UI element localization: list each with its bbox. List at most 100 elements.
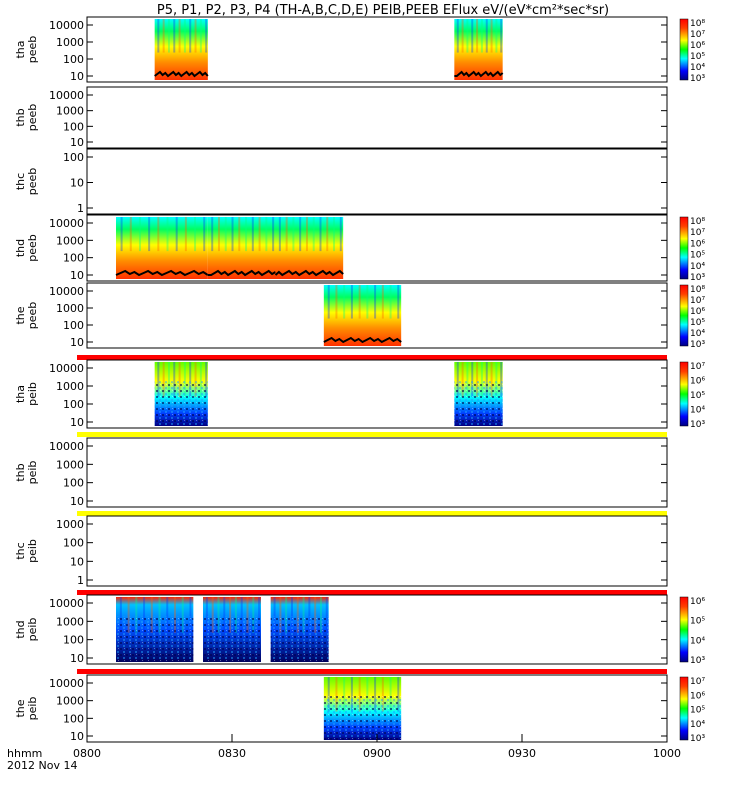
striation	[273, 597, 276, 633]
striation	[397, 285, 400, 319]
panel-frame	[86, 515, 668, 587]
low-energy-trace	[154, 70, 209, 78]
striation	[246, 597, 249, 633]
striation	[466, 362, 469, 398]
striation	[194, 217, 197, 252]
y-tick-label: 100	[63, 634, 84, 647]
y-tick-label: 10000	[49, 440, 84, 453]
striation	[456, 19, 459, 53]
data-block-thd-peeb-1	[207, 217, 276, 279]
y-tick-label: 100	[63, 477, 84, 490]
striation	[157, 217, 160, 252]
x-tick-label: 0930	[508, 747, 536, 760]
striation	[181, 597, 184, 633]
striation	[217, 217, 220, 252]
striation	[305, 217, 308, 252]
striation	[194, 362, 197, 398]
striation	[194, 19, 197, 53]
y-tick-label: 1000	[56, 380, 84, 393]
striation	[485, 19, 488, 53]
colorbar-label: 10⁷	[690, 30, 705, 40]
y-tick-label: 10	[70, 269, 84, 282]
colorbar-label: 10⁴	[690, 329, 705, 339]
striation	[302, 597, 305, 633]
panel-instrument-label: peib	[26, 539, 39, 563]
striation	[183, 19, 186, 53]
panel-instrument-label: peib	[26, 382, 39, 406]
striation	[240, 597, 243, 633]
y-tick-label: 1000	[56, 458, 84, 471]
panel-probe-label: thc	[14, 542, 27, 559]
striation	[366, 285, 369, 319]
colorbar-label: 10⁵	[690, 318, 705, 328]
striation	[327, 285, 330, 319]
striation	[229, 597, 232, 633]
striation	[490, 362, 493, 398]
panel-instrument-label: peeb	[26, 104, 39, 132]
panel-frame	[86, 359, 668, 429]
x-axis: 0800 0830 0900 0930 1000	[73, 734, 681, 760]
striation	[495, 362, 498, 398]
striation	[189, 362, 192, 398]
striation	[389, 285, 392, 319]
striation	[343, 285, 346, 319]
striation	[217, 597, 220, 633]
panel-thd-peib: 10000 1000 100 10 thd peib 10⁶ 10⁵ 10⁴ 10³	[14, 594, 705, 674]
data-block-thd-peeb-2	[275, 217, 344, 279]
panel-probe-label: thc	[14, 173, 27, 190]
panel-frame	[86, 214, 668, 282]
striation	[184, 217, 187, 252]
striation	[150, 597, 153, 633]
panel-thb-peeb: 10000 1000 100 10 thb peeb	[14, 86, 668, 149]
striation	[258, 597, 261, 633]
colorbar	[679, 216, 689, 280]
colorbar-label: 10⁶	[690, 307, 705, 317]
striation	[224, 217, 227, 252]
panel-instrument-label: peeb	[26, 302, 39, 330]
striation	[279, 597, 282, 633]
panel-instrument-label: peeb	[26, 168, 39, 196]
striation	[333, 217, 336, 252]
striation	[211, 597, 214, 633]
striation	[138, 217, 141, 252]
striation	[231, 217, 234, 252]
panel-frame	[86, 16, 668, 83]
y-tick-label: 10	[70, 730, 84, 743]
striation	[166, 217, 169, 252]
colorbar-label: 10⁸	[690, 285, 705, 295]
striation	[308, 597, 311, 633]
y-tick-label: 100	[63, 398, 84, 411]
flag-bar-red	[77, 669, 667, 674]
striation	[199, 19, 202, 53]
striation	[158, 597, 161, 633]
y-tick-label: 10000	[49, 217, 84, 230]
panel-probe-label: thd	[14, 239, 27, 257]
striation	[162, 19, 165, 53]
striation	[167, 19, 170, 53]
y-tick-label: 1000	[56, 302, 84, 315]
striation	[296, 597, 299, 633]
striation	[466, 19, 469, 53]
striation	[461, 362, 464, 398]
y-tick-label: 10	[70, 70, 84, 83]
x-tick-label: 0900	[363, 747, 391, 760]
striation	[205, 19, 208, 53]
striation	[258, 217, 261, 252]
panel-frame	[86, 594, 668, 665]
colorbar-label: 10⁶	[690, 691, 705, 701]
striation	[350, 285, 353, 319]
y-tick-label: 1	[77, 202, 84, 215]
colorbar-label: 10⁵	[690, 617, 705, 627]
striation	[480, 362, 483, 398]
striation	[290, 597, 293, 633]
panel-instrument-label: peeb	[26, 234, 39, 262]
panel-instrument-label: peib	[26, 697, 39, 721]
y-tick-label: 10	[70, 495, 84, 508]
striation	[500, 362, 503, 398]
y-tick-label: 1000	[56, 105, 84, 118]
striation	[203, 217, 206, 252]
striation	[339, 217, 342, 252]
striation	[189, 19, 192, 53]
